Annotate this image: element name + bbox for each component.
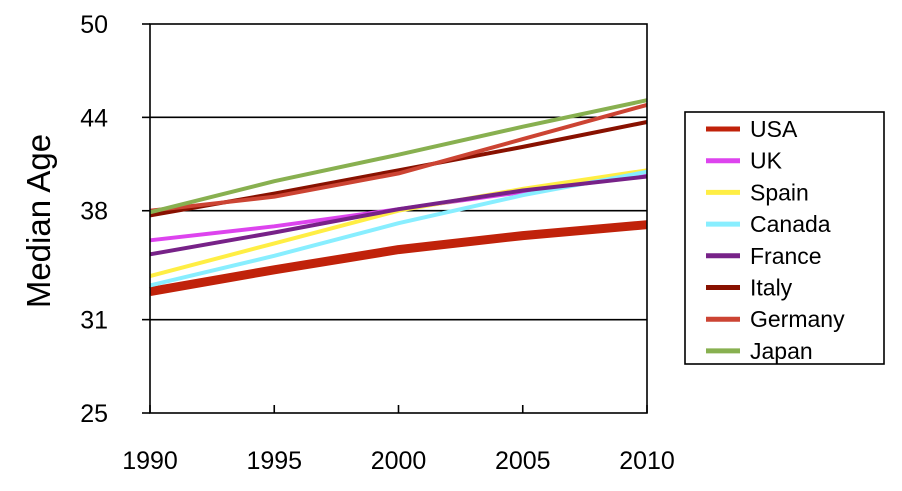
legend-label-france: France [750,243,822,269]
legend-box [684,111,885,365]
legend-label-uk: UK [750,148,783,174]
x-tick-label-1995: 1995 [246,447,302,475]
x-tick-labels: 1990 1995 2000 2005 2010 [122,447,675,475]
y-tick-label-31: 31 [80,307,108,335]
x-tick-label-1990: 1990 [122,447,178,475]
axes [142,23,648,414]
x-tick-label-2005: 2005 [495,447,551,475]
series-line-germany [149,102,648,213]
gridlines [150,116,647,321]
series-line-france [149,174,648,257]
y-tick-label-44: 44 [80,104,108,132]
legend-label-italy: Italy [750,275,793,301]
series-lines [149,98,648,297]
series-line-japan [149,98,648,215]
plot-frame [149,23,648,414]
legend-label-germany: Germany [750,306,845,332]
legend-label-canada: Canada [750,211,831,237]
legend-label-japan: Japan [750,338,813,364]
legend-label-spain: Spain [750,179,809,205]
y-tick-label-25: 25 [80,400,108,428]
y-tick-label-50: 50 [80,11,108,39]
legend: USA UK Spain Canada France Italy Germany Japan [684,111,885,365]
x-tick-label-2000: 2000 [371,447,427,475]
y-axis-title: Median Age [20,134,57,308]
x-tick-label-2010: 2010 [619,447,675,475]
y-tick-label-38: 38 [80,198,108,226]
y-tick-labels: 25 31 38 44 50 [80,11,108,428]
series-line-usa [149,220,648,297]
legend-label-usa: USA [750,116,798,142]
